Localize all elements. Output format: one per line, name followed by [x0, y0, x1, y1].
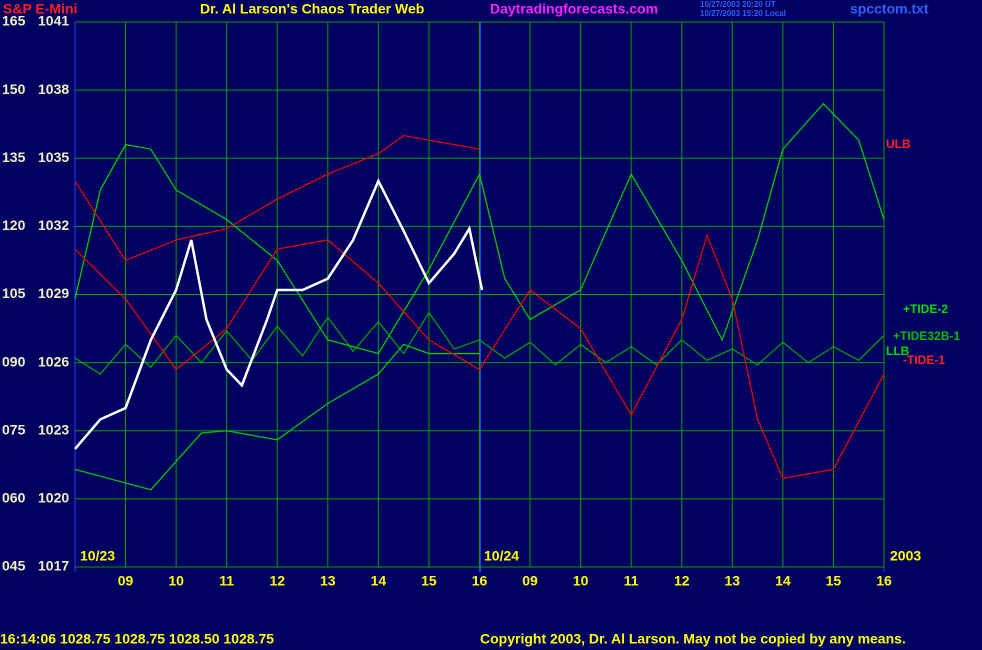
- x-tick-label: 12: [269, 573, 285, 589]
- y-tick-label: 1023: [38, 421, 69, 437]
- series-label: -TIDE-1: [903, 353, 945, 367]
- y-tick-label: 1032: [38, 217, 69, 233]
- y-tick-label: 1029: [38, 285, 69, 301]
- x-tick-label: 13: [725, 573, 741, 589]
- x-tick-label: 09: [522, 573, 538, 589]
- y-tick-label: 1038: [38, 81, 69, 97]
- date-label: 10/24: [484, 548, 519, 564]
- copyright: Copyright 2003, Dr. Al Larson. May not b…: [480, 631, 906, 647]
- x-tick-label: 15: [826, 573, 842, 589]
- series-label: +TIDE-2: [903, 302, 948, 316]
- y2-tick-label: 165: [2, 13, 26, 29]
- chart-subtitle: Dr. Al Larson's Chaos Trader Web: [200, 1, 424, 17]
- y2-tick-label: 135: [2, 149, 26, 165]
- timestamp: 10/27/2003 15:20 Local: [700, 9, 786, 18]
- x-tick-label: 12: [674, 573, 690, 589]
- y2-tick-label: 045: [2, 558, 26, 574]
- site: Daytradingforecasts.com: [490, 1, 658, 17]
- x-tick-label: 16: [472, 573, 488, 589]
- status: 16:14:06 1028.75 1028.75 1028.50 1028.75: [0, 631, 274, 647]
- y2-tick-label: 090: [2, 353, 26, 369]
- x-tick-label: 11: [219, 573, 234, 589]
- y-tick-label: 1035: [38, 149, 69, 165]
- series-line: [74, 134, 480, 262]
- series-label: +TIDE32B-1: [893, 329, 960, 343]
- x-tick-label: 11: [624, 573, 639, 589]
- date-label: 10/23: [80, 548, 115, 564]
- y-tick-label: 1026: [38, 353, 69, 369]
- series-line: [74, 102, 885, 355]
- date-label: 2003: [890, 548, 921, 564]
- x-tick-label: 10: [168, 573, 184, 589]
- series-line: [74, 233, 885, 480]
- y2-tick-label: 060: [2, 490, 26, 506]
- y2-tick-label: 075: [2, 421, 26, 437]
- y2-tick-label: 150: [2, 81, 26, 97]
- series-line: [74, 311, 885, 375]
- y-tick-label: 1020: [38, 490, 69, 506]
- x-tick-label: 13: [320, 573, 336, 589]
- y-tick-label: 1017: [38, 558, 69, 574]
- x-tick-label: 10: [573, 573, 589, 589]
- x-tick-label: 09: [118, 573, 134, 589]
- series-label: LLB: [886, 344, 910, 358]
- y2-tick-label: 120: [2, 217, 26, 233]
- x-tick-label: 16: [876, 573, 892, 589]
- x-tick-label: 14: [371, 573, 387, 589]
- x-tick-label: 14: [775, 573, 791, 589]
- series-label: ULB: [886, 137, 911, 151]
- series-line: [74, 343, 480, 491]
- file-name: spcctom.txt: [850, 1, 929, 17]
- y2-tick-label: 105: [2, 285, 26, 301]
- series-line: [74, 178, 484, 450]
- x-tick-label: 15: [421, 573, 437, 589]
- y-tick-label: 1041: [38, 13, 69, 29]
- timestamp: 10/27/2003 20:20 UT: [700, 0, 776, 9]
- chart-title: S&P E-Mini: [3, 1, 77, 17]
